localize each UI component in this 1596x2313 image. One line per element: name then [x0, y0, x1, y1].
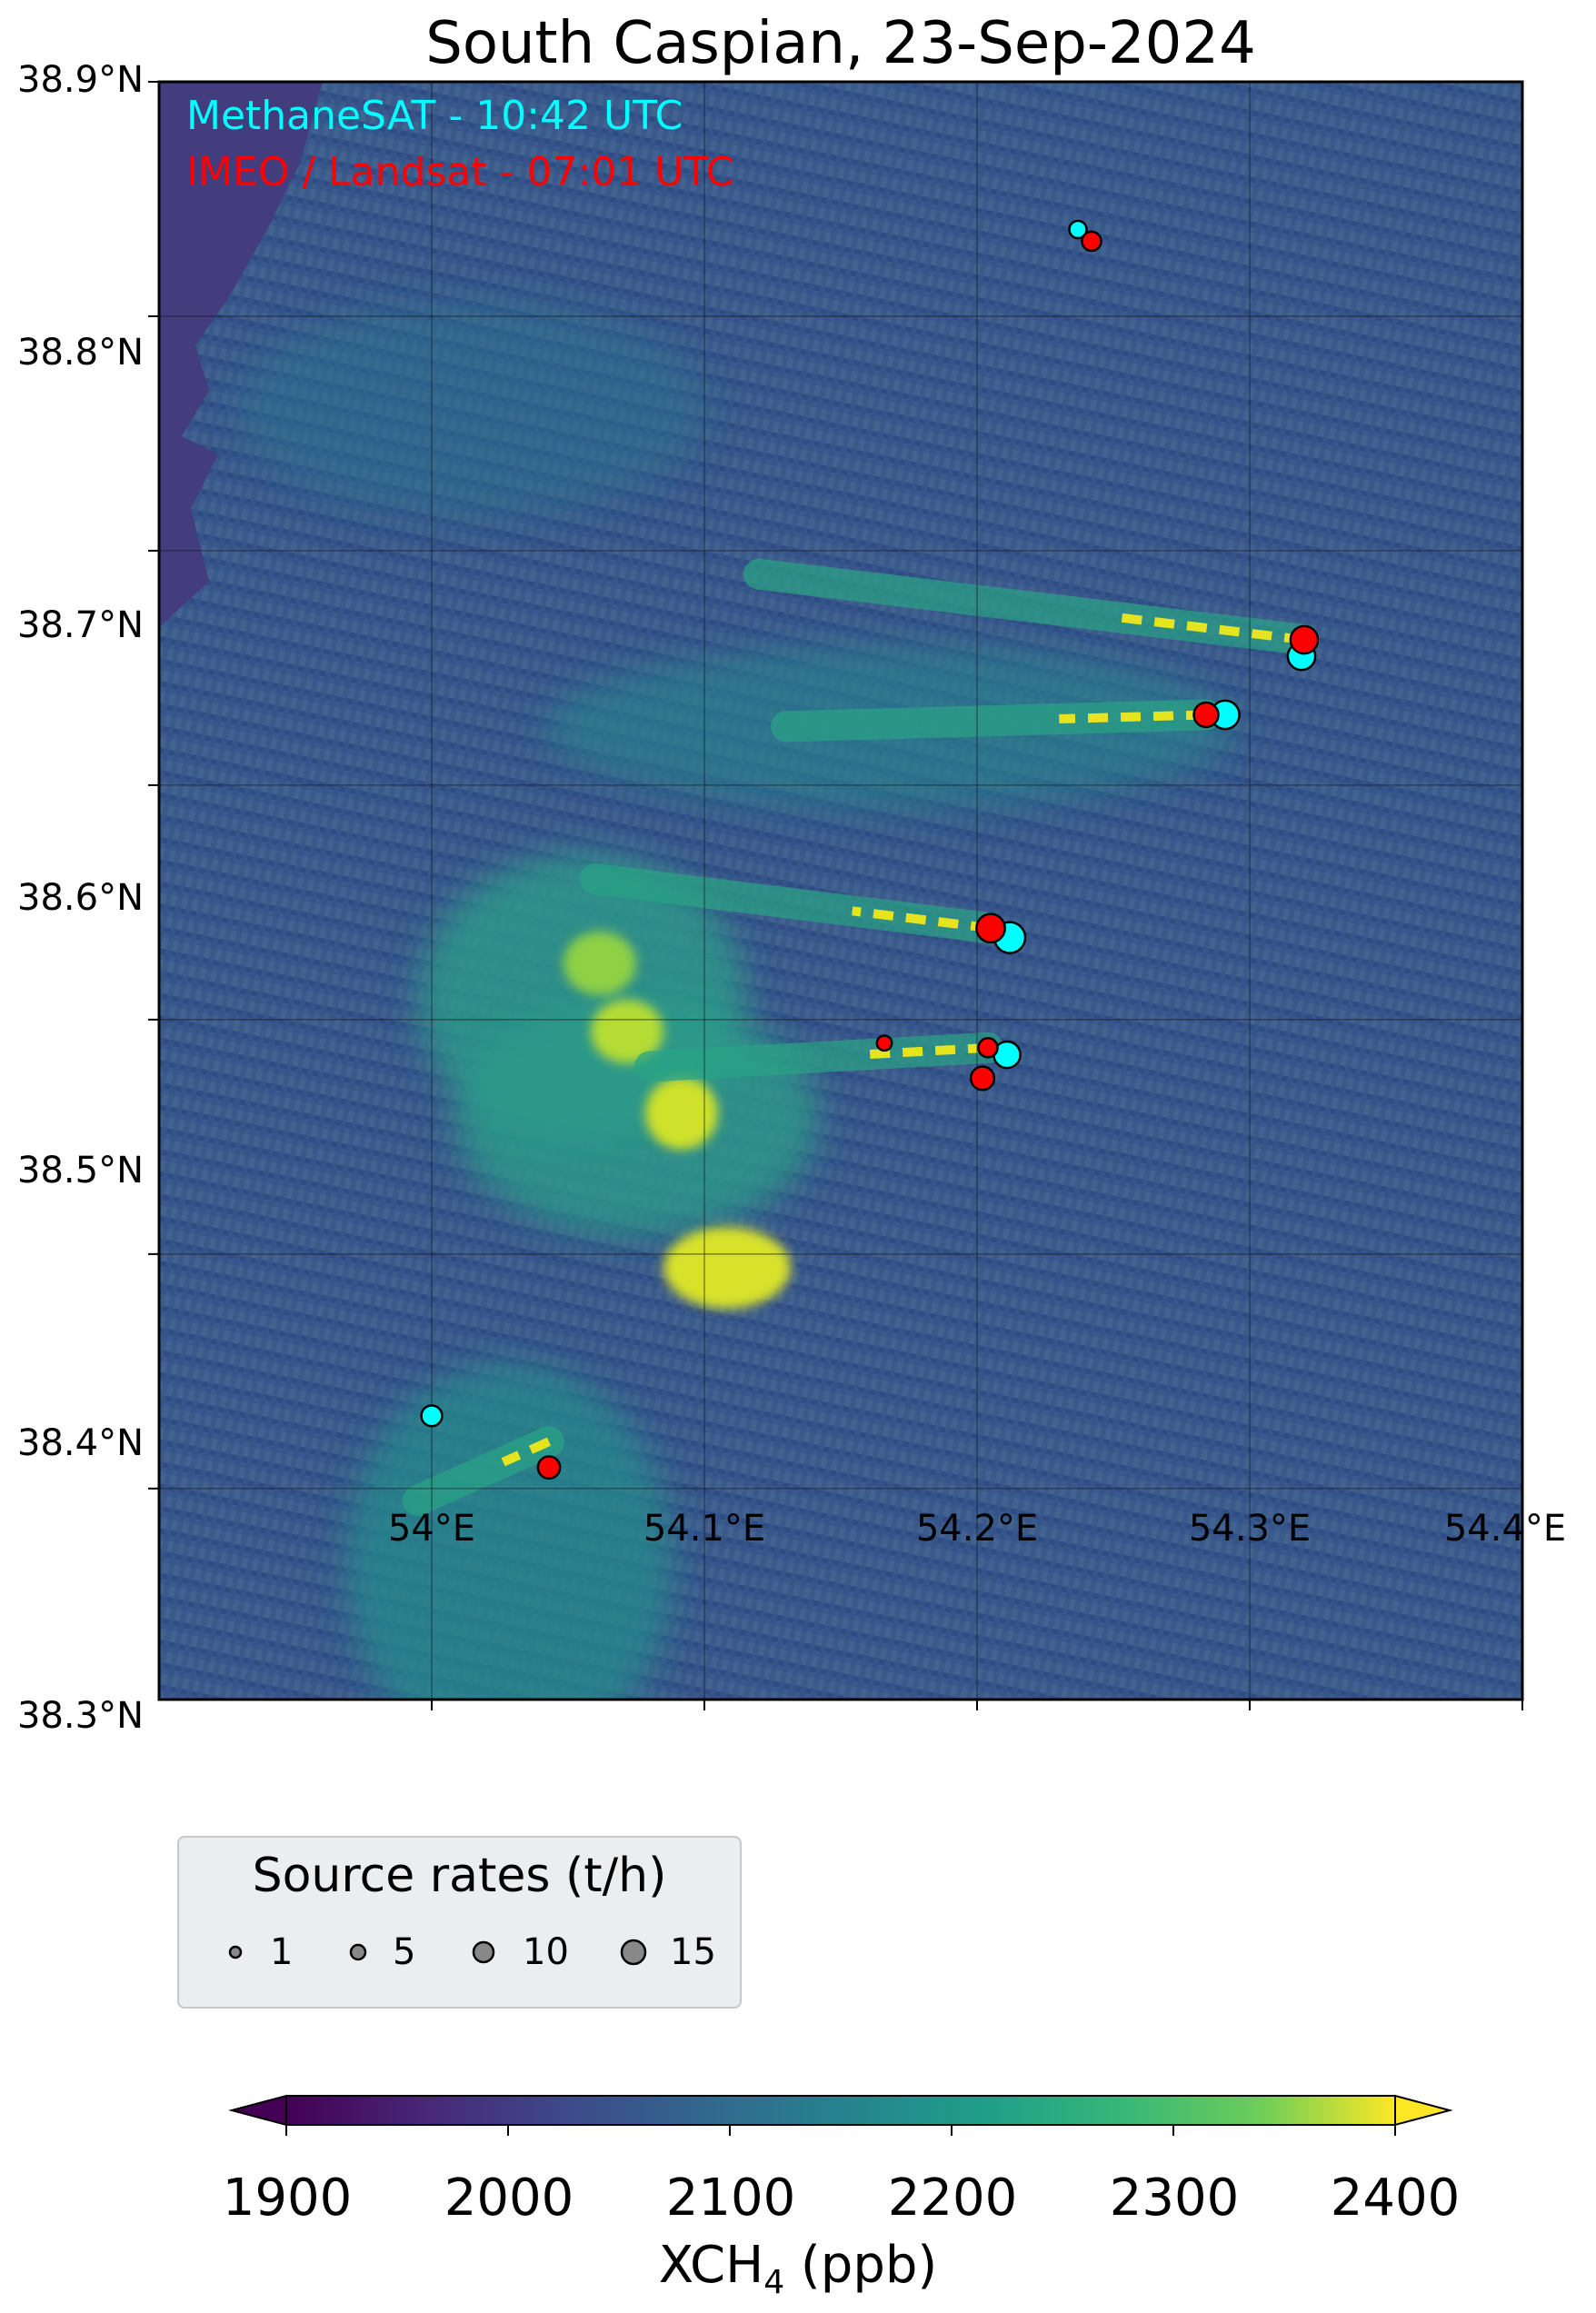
source-rate-legend: Source rates (t/h) 1 5 10 15: [177, 1836, 742, 2009]
y-tick-label: 38.8°N: [17, 332, 144, 374]
colorbar-label-subscript: 4: [763, 2264, 785, 2302]
plume-layer: [403, 558, 1320, 1516]
imeo-source-marker: [969, 1065, 996, 1092]
plume-core-2: [852, 906, 992, 933]
y-tick-label: 38.3°N: [17, 1695, 144, 1737]
legend-title: Source rates (t/h): [252, 1849, 667, 1903]
chart-title: South Caspian, 23-Sep-2024: [425, 10, 1256, 77]
imeo-source-marker: [1289, 624, 1320, 655]
plume-3: [634, 1032, 1003, 1082]
imeo-source-marker: [977, 1037, 999, 1059]
colorbar-tick-label: 2300: [1109, 2168, 1240, 2228]
imeo-source-marker: [875, 1034, 893, 1052]
colorbar-tick-label: 2100: [665, 2168, 796, 2228]
legend-marker-10: [472, 1940, 495, 1964]
plume-4: [403, 1426, 564, 1516]
y-tick-label: 38.6°N: [17, 877, 144, 919]
colorbar-tick-label: 2200: [887, 2168, 1018, 2228]
legend-size-label: 10: [523, 1931, 569, 1973]
scale-bar: [1191, 1950, 1445, 1959]
legend-marker-15: [620, 1939, 647, 1966]
legend-size-label: 15: [670, 1931, 716, 1973]
axis-ticks: [148, 81, 1523, 1710]
imeo-source-marker: [1192, 701, 1220, 729]
colorbar: [228, 2094, 1453, 2136]
x-tick-label: 54.2°E: [915, 1508, 1039, 1550]
imeo-source-marker: [536, 1455, 562, 1481]
map-frame: [157, 80, 1524, 1701]
imeo-source-marker: [1081, 230, 1102, 253]
imeo-time-label: IMEO / Landsat - 07:01 UTC: [186, 149, 734, 195]
colorbar-tick-label: 2000: [444, 2168, 574, 2228]
methanesat-source-marker: [1068, 219, 1088, 240]
methanesat-source-marker: [420, 1404, 444, 1428]
colorbar-label-unit: (ppb): [784, 2236, 938, 2295]
map-area: [159, 82, 1522, 1959]
legend-markers: [228, 1939, 647, 1966]
colorbar-label-main: XCH: [658, 2236, 764, 2295]
x-tick-label: 54.3°E: [1188, 1508, 1312, 1550]
imeo-source-marker: [975, 912, 1006, 944]
plume-0: [743, 558, 1320, 655]
legend-marker-1: [228, 1945, 243, 1959]
y-tick-label: 38.9°N: [17, 59, 144, 101]
x-tick-label: 54°E: [387, 1508, 476, 1550]
y-tick-label: 38.5°N: [17, 1150, 144, 1191]
x-tick-label: 54.1°E: [643, 1508, 766, 1550]
source-markers: [420, 219, 1320, 1481]
colorbar-tick-label: 2400: [1330, 2168, 1461, 2228]
colorbar-tick-label: 1900: [222, 2168, 353, 2228]
plume-core-4: [501, 1437, 552, 1467]
land-mask: [159, 82, 323, 627]
plume-core-3: [869, 1042, 989, 1060]
y-tick-label: 38.7°N: [17, 604, 144, 646]
colorbar-max-extend: [1394, 2094, 1453, 2127]
colorbar-gradient: [286, 2096, 1395, 2125]
methanesat-time-label: MethaneSAT - 10:42 UTC: [186, 93, 683, 139]
plume-core-1: [1059, 710, 1207, 724]
legend-size-label: 5: [393, 1931, 416, 1973]
legend-size-label: 1: [270, 1931, 294, 1973]
bright-core: [564, 932, 791, 1309]
gridlines: [159, 82, 1522, 1700]
legend-marker-5: [349, 1943, 367, 1961]
x-tick-label: 54.4°E: [1443, 1508, 1567, 1550]
scale-bar-label: 10 km: [1249, 1860, 1387, 1911]
plume-1: [771, 699, 1222, 743]
colorbar-label: XCH4 (ppb): [525, 2236, 1071, 2313]
colorbar-min-extend: [228, 2094, 287, 2127]
y-tick-label: 38.4°N: [17, 1422, 144, 1464]
